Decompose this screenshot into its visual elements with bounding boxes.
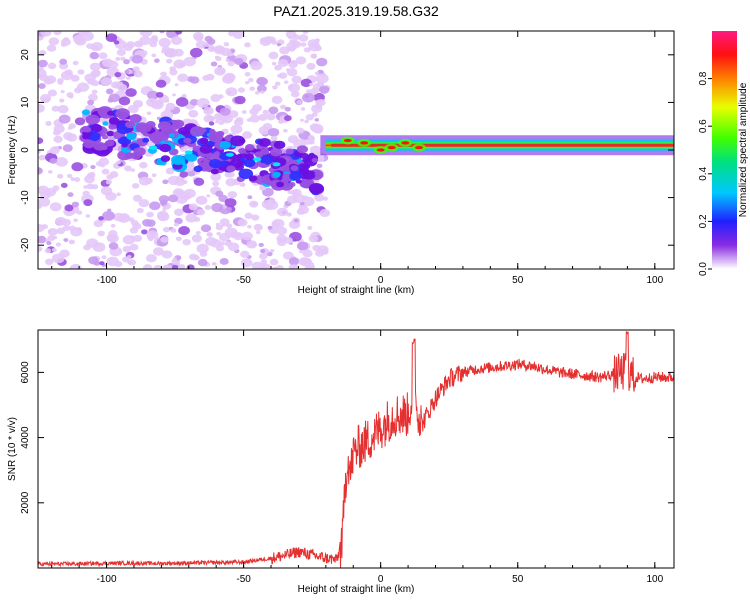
colorbar-tick-label: 0.2	[698, 214, 709, 228]
colorbar-ticks: 0.0 0.2 0.4 0.6 0.8	[698, 71, 712, 276]
snr-ytick-label: 2000	[20, 491, 31, 514]
spectrogram-xtick-label: -100	[97, 275, 117, 286]
figure-title: PAZ1.2025.319.19.58.G32	[273, 3, 439, 19]
colorbar-tick-label: 0.4	[698, 166, 709, 180]
spectrogram-ytick-label: -20	[20, 238, 31, 253]
spectrogram-xtick-label: 50	[512, 275, 524, 286]
snr-xtick-label: -100	[97, 574, 117, 585]
snr-ticks: -100 -50 0 50 100 2000 4000 6000	[20, 330, 674, 585]
snr-xtick-label: 0	[378, 574, 384, 585]
colorbar-label: Normalized spectral amplitude	[738, 82, 749, 217]
spectrogram-xlabel: Height of straight line (km)	[298, 285, 415, 296]
spectrogram-image	[38, 31, 674, 269]
snr-xtick-label: 100	[646, 574, 663, 585]
snr-frame	[37, 329, 675, 569]
spectrogram-xtick-label: 0	[378, 275, 384, 286]
spectrogram-ytick-label: -10	[20, 190, 31, 205]
spectrogram-ylabel: Frequency (Hz)	[7, 116, 18, 185]
colorbar-tick-label: 0.6	[698, 119, 709, 133]
spectrogram-xtick-label: -50	[236, 275, 251, 286]
snr-ytick-label: 6000	[20, 361, 31, 384]
snr-xtick-label: 50	[512, 574, 524, 585]
snr-panel: -100 -50 0 50 100 2000 4000 6000 Height of stra…	[7, 329, 675, 595]
colorbar: 0.0 0.2 0.4 0.6 0.8 Normalized spectral ampl…	[698, 31, 749, 276]
snr-xlabel: Height of straight line (km)	[298, 584, 415, 595]
colorbar-gradient	[712, 31, 737, 269]
spectrogram-ytick-label: 0	[20, 147, 31, 153]
snr-xtick-label: -50	[236, 574, 251, 585]
spectrogram-ytick-label: 20	[20, 49, 31, 61]
snr-series-line	[38, 331, 674, 568]
snr-ytick-label: 4000	[20, 426, 31, 449]
spectrogram-ytick-label: 10	[20, 96, 31, 108]
colorbar-tick-label: 0.0	[698, 262, 709, 276]
snr-ylabel: SNR (10 * v/v)	[7, 417, 18, 481]
spectrogram-xtick-label: 100	[646, 275, 663, 286]
colorbar-tick-label: 0.8	[698, 71, 709, 85]
